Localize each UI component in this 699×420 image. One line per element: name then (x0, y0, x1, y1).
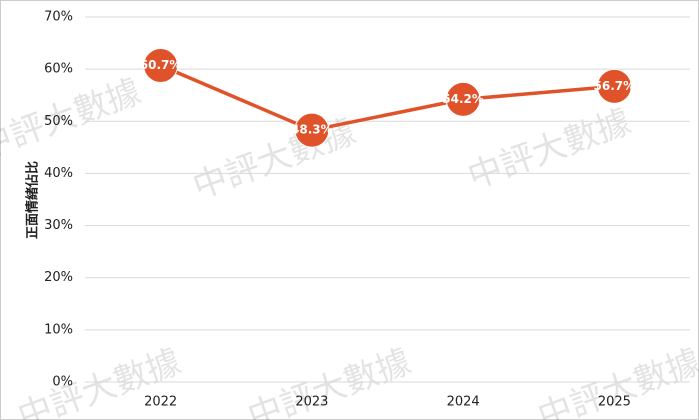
line (159, 63, 615, 132)
x-tick-label: 2022 (144, 395, 177, 410)
value-label: 48.3% (291, 123, 333, 137)
y-tick-label: 20% (44, 270, 73, 285)
y-tick-label: 0% (52, 375, 73, 390)
x-tick-label: 2025 (598, 395, 631, 410)
y-tick-label: 40% (44, 166, 73, 181)
value-label: 56.7% (594, 79, 636, 93)
point (143, 47, 179, 83)
y-tick-label: 60% (44, 62, 73, 77)
value-label: 54.2% (442, 92, 484, 106)
value-label: 60.7% (140, 58, 182, 72)
point (596, 68, 632, 104)
point (445, 81, 481, 117)
y-tick-label: 10% (44, 322, 73, 337)
x-tick-label: 2024 (447, 395, 480, 410)
y-tick-label: 70% (44, 10, 73, 25)
y-tick-label: 50% (44, 114, 73, 129)
x-tick-label: 2023 (295, 395, 328, 410)
y-tick-label: 30% (44, 218, 73, 233)
point (294, 112, 330, 148)
y-axis-label: 正面情緒佔比 (25, 161, 41, 239)
